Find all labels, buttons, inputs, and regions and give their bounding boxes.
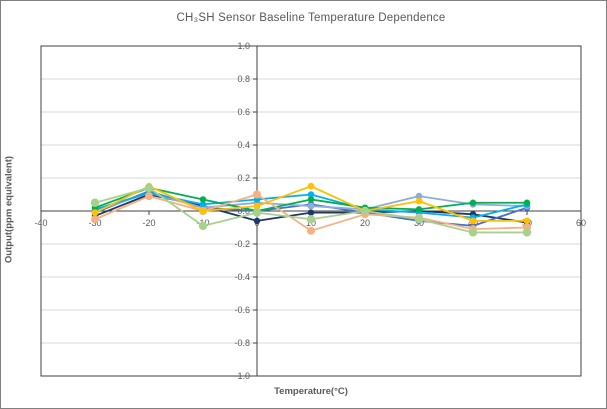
x-tick-label: -20 <box>142 218 155 228</box>
series-light-green-marker <box>90 198 100 207</box>
series-gold-marker <box>307 182 315 190</box>
y-tick-label: -0.4 <box>234 272 250 282</box>
series-green-marker <box>523 199 531 206</box>
series-peach-marker <box>91 215 99 224</box>
series-peach-marker <box>253 190 261 199</box>
series-navy-marker <box>253 217 261 225</box>
y-tick-label: 1.0 <box>237 41 250 51</box>
y-tick-label: 0.6 <box>237 107 250 117</box>
series-green-marker <box>199 196 207 203</box>
series-light-green-marker <box>306 215 316 224</box>
series-light-green-marker <box>522 228 532 237</box>
series-periwinkle-marker <box>307 202 315 210</box>
series-gold-marker <box>91 209 99 217</box>
series-cyan-marker <box>199 201 207 208</box>
y-tick-label: 0.2 <box>237 173 250 183</box>
series-green-marker <box>469 199 477 206</box>
series-peach-marker <box>307 226 315 235</box>
series-periwinkle-marker <box>415 192 423 200</box>
series-light-green-marker <box>252 208 262 217</box>
y-tick-label: -0.2 <box>234 239 250 249</box>
series-gold-marker <box>469 217 477 225</box>
x-tick-label: 20 <box>360 218 370 228</box>
series-light-green-marker <box>468 228 478 237</box>
y-tick-label: 0.8 <box>237 74 250 84</box>
series-gold-marker <box>415 197 423 205</box>
x-tick-label: -40 <box>34 218 47 228</box>
series-gold-marker <box>523 217 531 225</box>
y-tick-label: -1.0 <box>234 371 250 381</box>
x-tick-label: 60 <box>576 218 586 228</box>
series-cyan-marker <box>307 191 315 198</box>
series-light-green-marker <box>198 221 208 231</box>
y-tick-label: 0.4 <box>237 140 250 150</box>
series-peach-marker <box>145 192 153 201</box>
series-gold-marker <box>199 207 207 215</box>
series-light-green-marker <box>360 206 370 216</box>
y-tick-label: -0.8 <box>234 338 250 348</box>
series-green-marker <box>307 196 315 203</box>
series-gold-marker <box>253 202 261 210</box>
series-navy-marker <box>307 209 315 216</box>
series-green-marker <box>415 206 423 213</box>
y-tick-label: -0.6 <box>234 305 250 315</box>
series-light-green-marker <box>144 183 154 193</box>
series-light-green-marker <box>414 215 424 224</box>
x-axis-title: Temperature(°C) <box>274 386 348 397</box>
chart-title: CH₃SH Sensor Baseline Temperature Depend… <box>176 12 446 24</box>
